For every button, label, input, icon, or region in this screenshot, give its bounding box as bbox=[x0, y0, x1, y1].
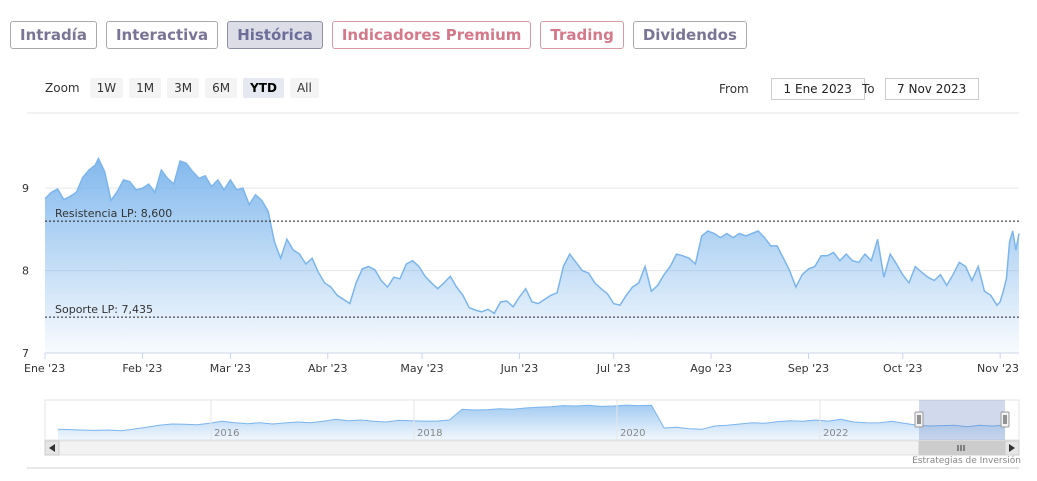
navigator-right-handle[interactable] bbox=[1000, 411, 1010, 428]
resistance-label: Resistencia LP: 8,600 bbox=[55, 207, 172, 220]
scrollbar-track[interactable] bbox=[44, 440, 1020, 456]
chevron-left-icon bbox=[49, 444, 55, 452]
x-tick-label: Ene '23 bbox=[24, 362, 65, 375]
x-tick-label: Nov '23 bbox=[977, 362, 1019, 375]
navigator-area bbox=[58, 405, 1005, 440]
tab-indicadores-premium[interactable]: Indicadores Premium bbox=[331, 21, 532, 49]
scrollbar-thumb[interactable] bbox=[918, 440, 1006, 456]
tab-intradia[interactable]: Intradía bbox=[10, 21, 97, 49]
zoom-6m-button[interactable]: 6M bbox=[205, 78, 238, 98]
zoom-1m-button[interactable]: 1M bbox=[129, 78, 162, 98]
y-tick-label: 7 bbox=[22, 347, 29, 360]
x-tick-label: Abr '23 bbox=[308, 362, 348, 375]
support-label: Soporte LP: 7,435 bbox=[55, 303, 153, 316]
navigator-left-handle[interactable] bbox=[914, 411, 924, 428]
navigator-line bbox=[57, 404, 1006, 432]
zoom-3m-button[interactable]: 3M bbox=[167, 78, 200, 98]
navigator-selection[interactable] bbox=[919, 400, 1005, 440]
x-tick-label: Sep '23 bbox=[788, 362, 829, 375]
navigator-tick-label: 2016 bbox=[214, 428, 239, 439]
zoom-selector: Zoom 1W 1M 3M 6M YTD All bbox=[45, 78, 319, 98]
tab-dividendos[interactable]: Dividendos bbox=[632, 21, 747, 49]
range-from-label: From bbox=[719, 82, 749, 96]
range-to-label: To bbox=[862, 82, 875, 96]
x-tick-label: May '23 bbox=[400, 362, 443, 375]
x-tick-label: Feb '23 bbox=[122, 362, 162, 375]
x-tick-label: Jun '23 bbox=[500, 362, 539, 375]
y-tick-label: 9 bbox=[22, 182, 29, 195]
y-tick-label: 8 bbox=[22, 265, 29, 278]
zoom-all-button[interactable]: All bbox=[289, 78, 319, 98]
range-to-input[interactable]: 7 Nov 2023 bbox=[884, 78, 979, 100]
chevron-right-icon bbox=[1009, 444, 1015, 452]
navigator-tick-label: 2018 bbox=[417, 428, 442, 439]
price-area bbox=[45, 158, 1019, 353]
x-tick-label: Jul '23 bbox=[596, 362, 631, 375]
range-from: From 1 Ene 2023 bbox=[719, 78, 865, 100]
tab-trading[interactable]: Trading bbox=[540, 21, 624, 49]
x-tick-label: Ago '23 bbox=[690, 362, 732, 375]
x-tick-label: Oct '23 bbox=[883, 362, 923, 375]
zoom-ytd-button[interactable]: YTD bbox=[243, 78, 284, 98]
chart-credit[interactable]: Estrategias de Inversión bbox=[912, 456, 1021, 466]
tab-historica[interactable]: Histórica bbox=[227, 21, 323, 49]
navigator-tick-label: 2020 bbox=[620, 428, 645, 439]
tab-bar: Intradía Interactiva Histórica Indicador… bbox=[10, 21, 747, 49]
range-to: To 7 Nov 2023 bbox=[862, 78, 979, 100]
navigator-tick-label: 2022 bbox=[823, 428, 848, 439]
x-tick-label: Mar '23 bbox=[210, 362, 251, 375]
zoom-1w-button[interactable]: 1W bbox=[89, 78, 124, 98]
tab-interactiva[interactable]: Interactiva bbox=[105, 21, 219, 49]
zoom-label: Zoom bbox=[45, 81, 80, 95]
range-from-input[interactable]: 1 Ene 2023 bbox=[770, 78, 865, 100]
price-line bbox=[44, 156, 1020, 315]
